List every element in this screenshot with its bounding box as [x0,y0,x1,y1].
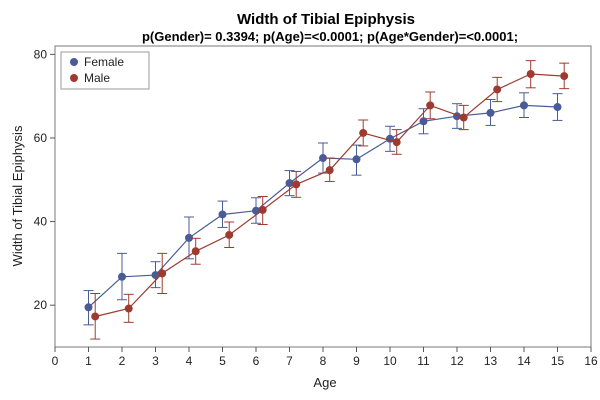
data-point [553,103,562,112]
x-axis-title: Age [313,375,336,390]
series-male [90,60,570,340]
data-point [185,233,193,242]
x-tick-label: 13 [484,354,498,368]
series-female [83,92,563,326]
x-tick-label: 12 [450,354,464,368]
data-point [419,117,428,126]
legend-box [60,51,150,90]
data-point [158,269,167,278]
data-point [359,128,368,137]
legend-label-female: Female [84,55,124,69]
data-point [84,303,93,312]
data-point [392,138,401,147]
y-tick-label: 80 [34,47,48,61]
data-point [285,179,294,188]
data-point [91,312,100,321]
chart-title: Width of Tibial Epiphysis [237,11,415,28]
legend: Female Male [60,51,150,90]
legend-marker-female [70,58,78,66]
data-point [352,155,361,164]
data-point [486,108,495,117]
data-point [118,272,126,281]
x-tick-label: 7 [286,354,293,368]
x-tick-label: 11 [417,354,430,368]
y-tick-label: 40 [34,215,48,229]
data-point [258,205,267,214]
x-tick-label: 14 [517,354,531,368]
data-point [218,210,227,219]
x-tick-label: 5 [219,354,226,368]
data-point [225,230,234,239]
data-point [325,166,334,175]
y-axis-title: Width of Tibial Epiphysis [10,125,25,266]
x-tick-label: 16 [584,354,598,368]
x-tick-label: 10 [383,354,397,368]
data-point [124,304,133,313]
data-point [151,271,160,280]
y-tick-label: 20 [34,298,48,312]
x-tick-label: 1 [85,354,92,368]
x-tick-label: 15 [551,354,565,368]
x-tick-label: 9 [353,354,360,368]
x-tick-label: 6 [253,354,260,368]
data-point [526,70,535,79]
legend-marker-male [70,74,78,82]
x-tick-label: 2 [119,354,126,368]
data-point [459,113,468,122]
x-tick-label: 3 [152,354,159,368]
data-point [292,180,301,189]
chart-subtitle: p(Gender)= 0.3394; p(Age)=<0.0001; p(Age… [142,29,518,44]
y-tick-label: 60 [34,131,48,145]
x-tick-label: 8 [320,354,327,368]
series-line [95,73,565,318]
data-point [191,247,200,256]
data-point [426,101,435,110]
data-point [493,85,502,94]
series-layer [83,60,570,340]
legend-label-male: Male [84,71,110,85]
data-point [560,72,569,81]
x-tick-label: 4 [186,354,193,368]
x-tick-label: 0 [52,354,59,368]
data-point [319,154,327,163]
data-point [520,101,528,110]
